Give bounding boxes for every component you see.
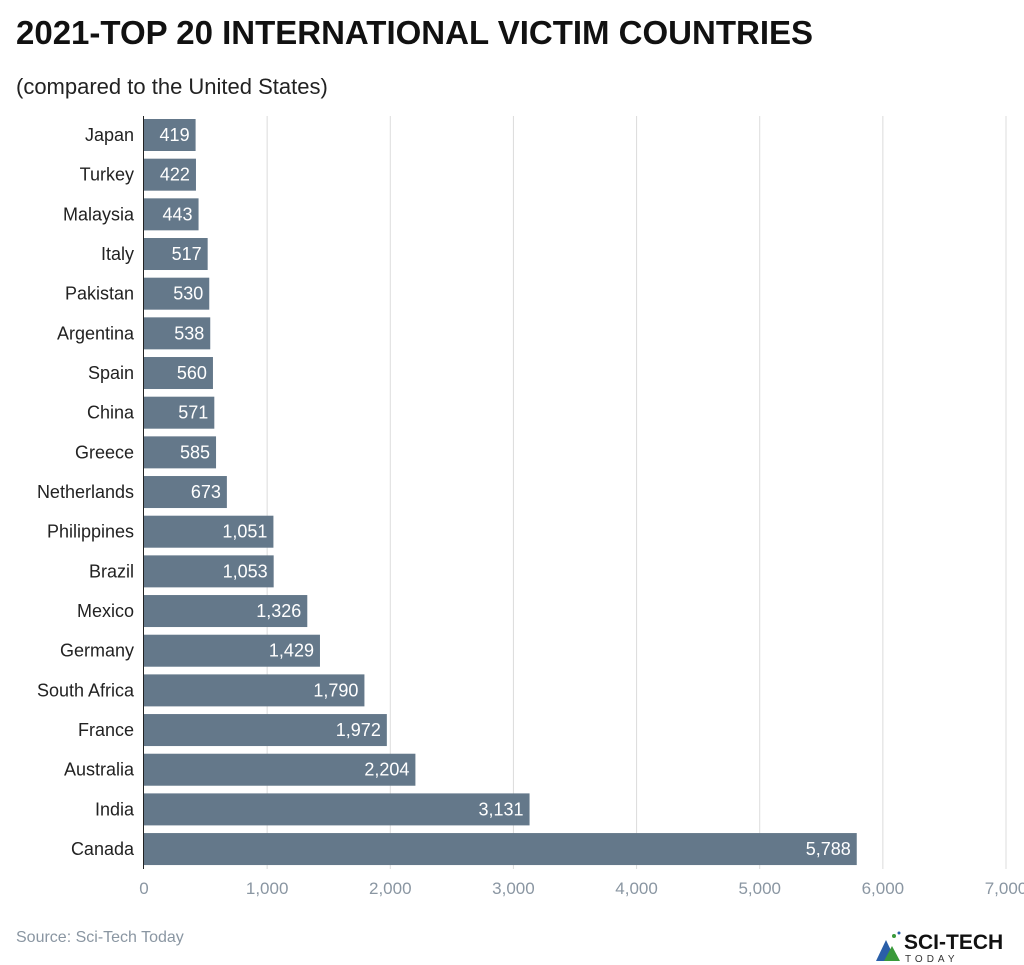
category-label: Greece <box>75 442 134 462</box>
data-label: 673 <box>191 482 221 502</box>
data-label: 3,131 <box>479 799 524 819</box>
bar <box>144 357 213 390</box>
bar <box>144 317 211 350</box>
bar-chart: 0 1,000 2,000 3,000 4,000 5,000 6,000 7,000 Japa… <box>37 116 1024 898</box>
bar <box>144 158 196 191</box>
category-label: Germany <box>60 641 134 661</box>
data-label: 571 <box>178 403 208 423</box>
x-tick-label: 0 <box>139 879 148 898</box>
category-label: France <box>78 720 134 740</box>
data-label: 517 <box>172 244 202 264</box>
bar <box>144 674 365 707</box>
data-label: 1,051 <box>222 522 267 542</box>
data-label: 419 <box>160 125 190 145</box>
category-label: Argentina <box>57 323 135 343</box>
category-label: Italy <box>101 244 134 264</box>
data-label: 1,972 <box>336 720 381 740</box>
bar <box>144 476 227 509</box>
bar <box>144 595 308 628</box>
bar <box>144 277 210 310</box>
bar <box>144 119 196 151</box>
bar <box>144 198 199 231</box>
data-label: 2,204 <box>364 760 409 780</box>
bar <box>144 396 215 429</box>
category-label: Spain <box>88 363 134 383</box>
category-label: Pakistan <box>65 284 134 304</box>
data-label: 1,053 <box>223 561 268 581</box>
category-label: Philippines <box>47 522 134 542</box>
chart-subtitle: (compared to the United States) <box>16 74 328 99</box>
category-label: Japan <box>85 125 134 145</box>
x-tick-label: 4,000 <box>615 879 658 898</box>
x-tick-label: 6,000 <box>862 879 905 898</box>
data-label: 585 <box>180 442 210 462</box>
bar <box>144 436 217 469</box>
bar <box>144 833 857 866</box>
x-tick-label: 3,000 <box>492 879 535 898</box>
category-label: Malaysia <box>63 204 135 224</box>
x-tick-label: 2,000 <box>369 879 412 898</box>
x-tick-label: 5,000 <box>738 879 781 898</box>
category-label: Turkey <box>80 165 134 185</box>
data-label: 560 <box>177 363 207 383</box>
bar <box>144 515 274 548</box>
data-label: 1,326 <box>256 601 301 621</box>
x-tick-label: 1,000 <box>246 879 289 898</box>
category-label: Brazil <box>89 561 134 581</box>
category-label: Netherlands <box>37 482 134 502</box>
category-label: South Africa <box>37 680 135 700</box>
bar <box>144 634 320 667</box>
category-label: Australia <box>64 760 135 780</box>
svg-text:SCI-TECH: SCI-TECH <box>904 931 1003 954</box>
data-label: 1,429 <box>269 641 314 661</box>
svg-text:TODAY: TODAY <box>905 954 959 964</box>
data-label: 422 <box>160 165 190 185</box>
source-note: Source: Sci-Tech Today <box>16 929 184 946</box>
data-label: 530 <box>173 284 203 304</box>
data-label: 5,788 <box>806 839 851 859</box>
bar <box>144 238 208 271</box>
data-label: 443 <box>163 204 193 224</box>
data-label: 1,790 <box>313 680 358 700</box>
bar <box>144 555 274 588</box>
bar <box>144 714 387 747</box>
bar <box>144 753 416 786</box>
x-tick-label: 7,000 <box>985 879 1024 898</box>
sci-tech-today-logo: SCI-TECH TODAY <box>876 931 1003 964</box>
data-label: 538 <box>174 323 204 343</box>
category-label: Canada <box>71 839 135 859</box>
category-label: China <box>87 403 135 423</box>
category-label: Mexico <box>77 601 134 621</box>
bar <box>144 793 530 826</box>
chart-title: 2021-TOP 20 INTERNATIONAL VICTIM COUNTRI… <box>16 14 814 51</box>
category-label: India <box>95 799 135 819</box>
